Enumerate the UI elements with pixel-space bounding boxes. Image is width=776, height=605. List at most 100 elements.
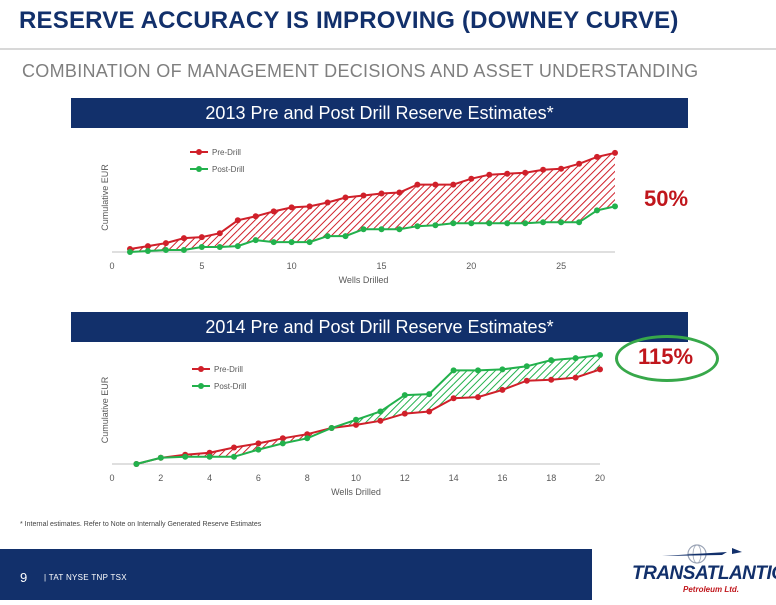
data-point-post-drill <box>432 222 439 229</box>
x-tick-label: 2 <box>158 473 163 483</box>
data-point-post-drill <box>401 392 408 399</box>
data-point-post-drill <box>216 244 223 250</box>
difference-fill-segment <box>273 207 292 243</box>
page-title: RESERVE ACCURACY IS IMPROVING (DOWNEY CU… <box>19 7 679 34</box>
improvement-2013-label: 50% <box>644 186 689 211</box>
data-point-post-drill <box>342 233 349 240</box>
page-number: 9 <box>20 570 28 585</box>
difference-fill-segment <box>507 172 526 224</box>
data-point-pre-drill <box>414 181 421 188</box>
data-point-pre-drill <box>558 165 565 172</box>
data-point-pre-drill <box>198 234 205 241</box>
data-point-post-drill <box>548 357 555 364</box>
x-tick-label: 12 <box>400 473 410 483</box>
difference-fill-segment <box>165 238 184 250</box>
data-point-pre-drill <box>572 374 579 381</box>
data-point-post-drill <box>234 243 241 250</box>
data-point-post-drill <box>279 440 286 447</box>
difference-fill-segment <box>489 173 508 224</box>
data-point-post-drill <box>206 453 213 460</box>
difference-fill-segment <box>453 370 478 399</box>
difference-fill-segment <box>543 168 562 223</box>
data-point-pre-drill <box>450 395 457 402</box>
data-point-pre-drill <box>180 235 187 242</box>
difference-fill-segment <box>399 184 418 230</box>
x-tick-label: 20 <box>595 473 605 483</box>
data-point-post-drill <box>572 355 579 362</box>
data-point-post-drill <box>157 454 164 461</box>
data-point-pre-drill <box>401 410 408 417</box>
difference-fill-segment <box>478 369 503 398</box>
difference-fill-segment <box>453 178 472 224</box>
data-point-post-drill <box>360 226 367 233</box>
x-tick-label: 0 <box>109 261 114 271</box>
difference-fill-segment <box>471 174 490 224</box>
legend-label: Pre-Drill <box>214 365 243 374</box>
legend-label: Post-Drill <box>214 382 247 391</box>
data-point-pre-drill <box>486 171 493 178</box>
improvement-2014-label: 115% <box>638 344 694 369</box>
data-point-pre-drill <box>234 217 241 224</box>
data-point-pre-drill <box>612 149 618 156</box>
difference-fill-segment <box>209 447 234 457</box>
data-point-pre-drill <box>396 189 403 196</box>
data-point-post-drill <box>499 366 506 373</box>
data-point-post-drill <box>414 223 421 230</box>
data-point-post-drill <box>133 461 140 467</box>
difference-fill-segment <box>291 206 310 243</box>
data-point-pre-drill <box>378 190 385 197</box>
y-axis-title: Cumulative EUR <box>100 164 110 231</box>
difference-fill-segment <box>597 152 615 211</box>
x-tick-label: 15 <box>376 261 386 271</box>
data-point-post-drill <box>182 453 189 460</box>
data-point-pre-drill <box>255 440 262 447</box>
data-point-post-drill <box>328 425 335 431</box>
chart-2014-title: 2014 Pre and Post Drill Reserve Estimate… <box>71 312 688 342</box>
difference-fill-segment <box>219 220 238 247</box>
data-point-pre-drill <box>377 417 384 424</box>
data-point-post-drill <box>523 363 530 370</box>
data-point-post-drill <box>304 435 311 442</box>
data-point-post-drill <box>231 453 237 460</box>
ticker-text: | TAT NYSE TNP TSX <box>44 573 127 582</box>
data-point-pre-drill <box>468 175 475 182</box>
logo-box <box>592 542 776 600</box>
data-point-post-drill <box>450 367 457 374</box>
chart-2013-title: 2013 Pre and Post Drill Reserve Estimate… <box>71 98 688 128</box>
x-tick-label: 16 <box>497 473 507 483</box>
footnote: * Internal estimates. Refer to Note on I… <box>20 521 262 528</box>
data-point-post-drill <box>306 239 313 246</box>
difference-fill-segment <box>525 169 544 224</box>
data-point-post-drill <box>252 237 259 244</box>
difference-fill-segment <box>363 193 382 230</box>
title-divider <box>0 48 776 50</box>
data-point-post-drill <box>270 239 277 246</box>
difference-fill-segment <box>147 243 166 251</box>
data-point-pre-drill <box>475 394 481 401</box>
chart-2013: 0 5 10 15 20 25 Wells Drilled Cumulative EUR Pre… <box>100 148 618 285</box>
data-point-pre-drill <box>206 449 213 456</box>
data-point-pre-drill <box>597 366 603 373</box>
difference-fill-segment <box>345 195 364 237</box>
x-axis-title: Wells Drilled <box>339 275 389 285</box>
x-tick-label: 8 <box>305 473 310 483</box>
data-point-pre-drill <box>252 213 259 220</box>
legend-marker <box>198 383 204 389</box>
x-tick-label: 18 <box>546 473 556 483</box>
data-point-post-drill <box>576 219 583 226</box>
data-point-pre-drill <box>288 204 295 211</box>
data-point-post-drill <box>486 220 493 227</box>
data-point-pre-drill <box>270 208 277 215</box>
company-logo-subtitle: Petroleum Ltd. <box>683 585 740 594</box>
difference-fill-segment <box>435 184 454 226</box>
x-tick-label: 10 <box>351 473 361 483</box>
data-point-pre-drill <box>304 431 311 438</box>
difference-fill-segment <box>502 366 527 390</box>
data-point-pre-drill <box>342 194 349 201</box>
x-tick-label: 5 <box>199 261 204 271</box>
data-point-post-drill <box>468 220 475 227</box>
improvement-2014-oval <box>615 335 719 382</box>
data-point-pre-drill <box>360 192 367 199</box>
data-point-post-drill <box>255 446 262 453</box>
difference-fill-segment <box>551 358 576 380</box>
